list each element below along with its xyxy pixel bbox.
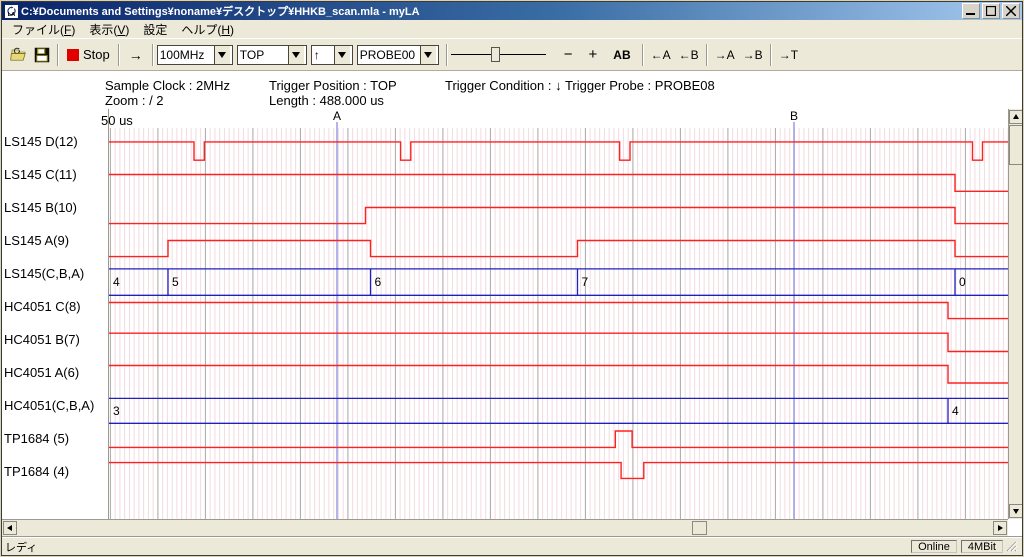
svg-text:LA: LA — [8, 12, 16, 18]
svg-text:4: 4 — [113, 275, 120, 289]
svg-text:A: A — [333, 109, 341, 123]
svg-text:0: 0 — [959, 275, 966, 289]
svg-text:7: 7 — [582, 275, 589, 289]
svg-text:4: 4 — [952, 404, 959, 418]
svg-text:3: 3 — [113, 404, 120, 418]
svg-text:5: 5 — [172, 275, 179, 289]
svg-text:6: 6 — [375, 275, 382, 289]
svg-text:B: B — [790, 109, 798, 123]
